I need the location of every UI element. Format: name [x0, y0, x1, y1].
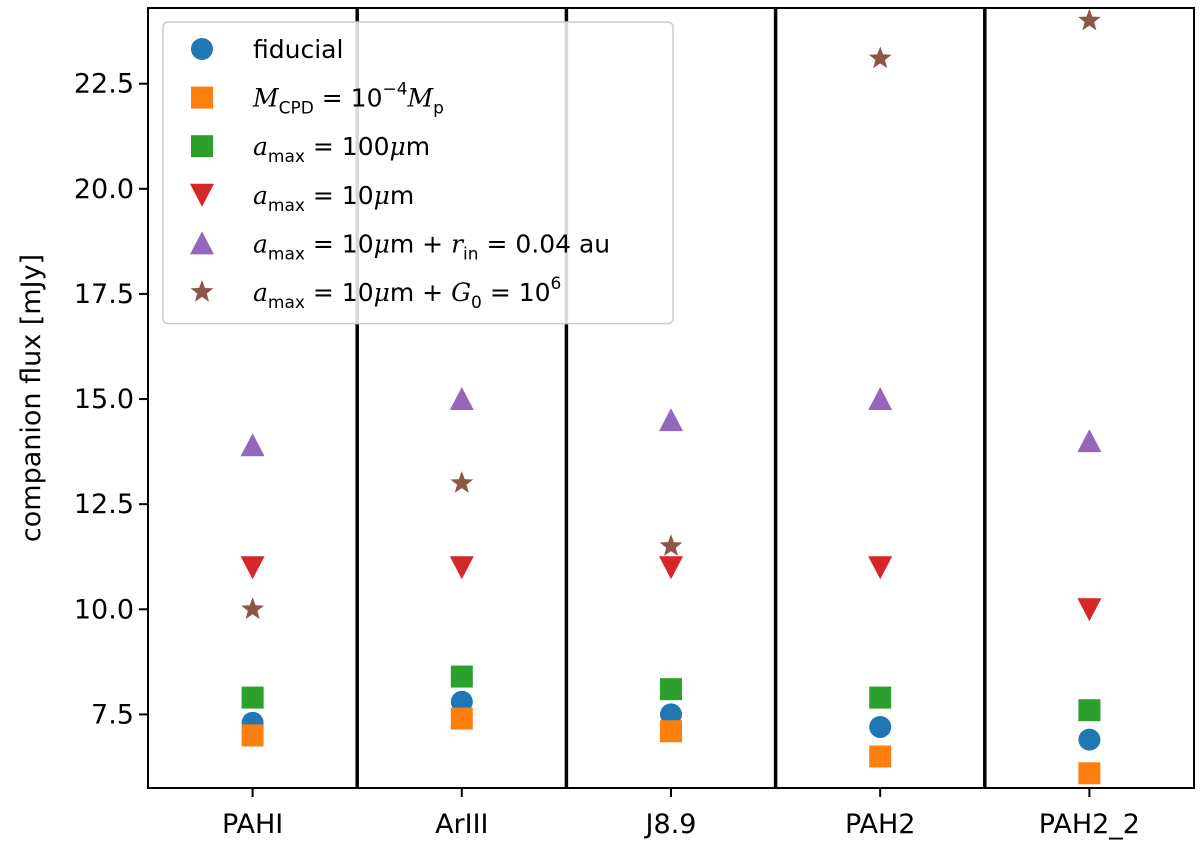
- point-2-1: [450, 665, 473, 688]
- point-4-4: [1077, 429, 1102, 453]
- x-tick-label: PAH2: [845, 809, 916, 840]
- legend-label-1: MCPD = 10−4Mp: [252, 80, 444, 119]
- x-tick-label: PAHI: [222, 809, 283, 840]
- x-tick-label: PAH2_2: [1039, 809, 1140, 840]
- y-tick-label: 17.5: [74, 279, 134, 310]
- point-4-1: [449, 387, 474, 411]
- point-4-0: [240, 433, 265, 457]
- point-2-2: [660, 678, 682, 701]
- legend-marker-2: [191, 135, 213, 158]
- y-tick-label: 15.0: [74, 384, 134, 415]
- series-4: [240, 387, 1102, 457]
- point-0-3: [869, 716, 892, 739]
- point-5-2: [659, 534, 683, 556]
- point-5-0: [241, 597, 265, 619]
- point-4-2: [659, 408, 683, 432]
- y-tick-label: 12.5: [74, 489, 134, 520]
- point-1-2: [660, 720, 682, 743]
- y-axis-label: companion flux [mJy]: [16, 254, 47, 542]
- legend-label-5: amax = 10μm + G0 = 106: [253, 274, 561, 313]
- point-3-1: [449, 556, 474, 580]
- point-3-3: [868, 556, 893, 580]
- legend: fiducial MCPD = 10−4Mp amax = 100μm amax = …: [162, 21, 674, 325]
- x-axis: PAHI ArIII J8.9 PAH2 PAH2_2: [222, 788, 1140, 840]
- legend-marker-3: [190, 183, 214, 207]
- point-2-0: [241, 686, 264, 709]
- legend-marker-0: [191, 38, 213, 60]
- point-5-1: [450, 471, 474, 493]
- point-4-3: [868, 387, 893, 411]
- point-3-4: [1077, 598, 1102, 622]
- y-tick-label: 7.5: [91, 699, 134, 730]
- point-1-1: [450, 707, 473, 730]
- point-3-0: [240, 556, 265, 580]
- legend-box: [162, 21, 674, 325]
- series-1: [241, 707, 1101, 785]
- series-3: [240, 556, 1102, 622]
- legend-label-3: amax = 10μm: [253, 181, 414, 216]
- point-0-4: [1078, 728, 1101, 751]
- data-points: [240, 8, 1102, 785]
- x-tick-label: J8.9: [644, 809, 697, 840]
- point-3-2: [659, 556, 683, 580]
- y-tick-label: 10.0: [74, 594, 134, 625]
- point-0-2: [660, 703, 682, 726]
- series-5: [241, 8, 1101, 619]
- point-2-3: [869, 686, 892, 709]
- legend-label-0: fiducial: [253, 35, 343, 64]
- y-tick-label: 22.5: [74, 69, 134, 100]
- x-tick-label: ArIII: [435, 809, 488, 840]
- y-axis: 7.5 10.0 12.5 15.0 17.5 20.0 22.5: [74, 69, 148, 730]
- legend-marker-5: [190, 280, 214, 302]
- point-1-3: [869, 745, 892, 768]
- point-5-4: [1077, 8, 1101, 31]
- point-1-4: [1078, 762, 1101, 785]
- legend-marker-1: [191, 86, 213, 109]
- point-1-0: [241, 724, 264, 747]
- legend-label-2: amax = 100μm: [253, 132, 430, 167]
- legend-label-4: amax = 10μm + rin = 0.04 au: [253, 229, 610, 264]
- legend-marker-4: [190, 231, 214, 255]
- y-tick-label: 20.0: [74, 174, 134, 205]
- point-0-1: [450, 690, 473, 713]
- point-5-3: [868, 46, 892, 69]
- point-2-4: [1078, 699, 1101, 722]
- series-2: [241, 665, 1101, 722]
